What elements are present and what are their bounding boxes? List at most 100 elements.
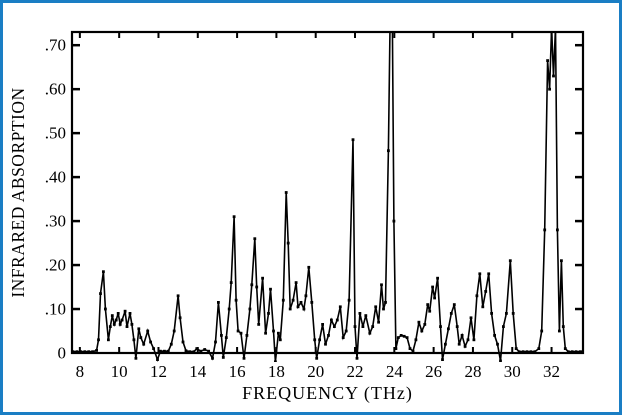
- data-point-marker: [248, 307, 252, 311]
- data-series: [72, 26, 583, 362]
- data-point-marker: [321, 323, 324, 326]
- data-point-marker: [392, 219, 396, 223]
- data-point-marker: [130, 323, 134, 326]
- data-point-marker: [288, 307, 292, 311]
- data-point-marker: [278, 338, 282, 342]
- data-point-marker: [335, 318, 339, 322]
- data-point-marker: [224, 336, 228, 339]
- data-point-marker: [543, 228, 547, 232]
- data-point-marker: [72, 350, 75, 354]
- data-point-marker: [472, 338, 476, 342]
- y-tick-label: .20: [45, 256, 66, 275]
- data-point-marker: [391, 26, 394, 29]
- data-point-marker: [426, 303, 430, 306]
- data-point-marker: [313, 338, 317, 342]
- data-point-marker: [184, 349, 188, 353]
- data-point-marker: [353, 325, 357, 328]
- x-tick-label: 16: [229, 362, 246, 381]
- data-point-marker: [475, 294, 479, 298]
- data-point-marker: [87, 350, 91, 354]
- plot-frame: [70, 30, 585, 355]
- data-point-marker: [195, 347, 199, 350]
- y-tick-label: .50: [45, 124, 66, 143]
- data-point-marker: [227, 307, 231, 311]
- data-point-marker: [560, 259, 563, 263]
- data-point-marker: [444, 342, 447, 346]
- data-point-marker: [525, 350, 529, 354]
- data-point-marker: [382, 307, 385, 311]
- data-point-marker: [234, 298, 238, 302]
- spectrum-line: [73, 31, 583, 362]
- data-point-marker: [499, 359, 502, 362]
- data-point-marker: [214, 340, 217, 344]
- data-point-marker: [192, 350, 196, 354]
- data-point-marker: [188, 350, 192, 354]
- data-point-marker: [91, 350, 94, 354]
- data-point-marker: [548, 87, 551, 91]
- data-point-marker: [411, 349, 415, 353]
- data-point-marker: [368, 331, 372, 335]
- data-point-marker: [457, 342, 461, 346]
- data-point-marker: [402, 334, 406, 338]
- data-point-marker: [347, 298, 351, 302]
- y-tick-label: 0: [58, 344, 67, 363]
- data-point-marker: [384, 301, 387, 304]
- data-point-marker: [264, 331, 267, 335]
- data-point-marker: [261, 276, 264, 280]
- data-point-marker: [102, 270, 105, 274]
- x-tick-label: 24: [386, 362, 404, 381]
- data-point-marker: [561, 325, 565, 328]
- data-point-marker: [554, 26, 557, 29]
- data-point-marker: [149, 340, 152, 344]
- data-point-marker: [436, 276, 439, 280]
- y-axis-ticks: [72, 43, 583, 311]
- data-point-marker: [166, 349, 170, 353]
- data-point-marker: [203, 348, 207, 351]
- data-point-marker: [239, 331, 243, 335]
- data-point-marker: [330, 318, 333, 322]
- data-point-marker: [110, 314, 114, 317]
- data-point-marker: [441, 358, 444, 361]
- data-point-marker: [333, 325, 336, 328]
- data-point-marker: [563, 347, 567, 350]
- data-point-marker: [364, 314, 368, 317]
- data-point-marker: [299, 301, 303, 304]
- data-point-marker: [517, 350, 521, 354]
- data-point-marker: [152, 347, 155, 350]
- data-point-marker: [118, 323, 122, 326]
- data-point-marker: [478, 272, 482, 276]
- x-axis-ticks: [78, 32, 553, 353]
- x-tick-label: 20: [307, 362, 324, 381]
- x-tick-label: 14: [189, 362, 207, 381]
- data-point-marker: [505, 312, 508, 315]
- data-point-marker: [296, 305, 300, 309]
- data-point-marker: [255, 285, 259, 289]
- data-point-marker: [156, 358, 159, 361]
- data-point-marker: [449, 312, 453, 315]
- data-point-marker: [414, 338, 418, 342]
- data-point-marker: [163, 349, 166, 353]
- data-point-marker: [104, 307, 107, 311]
- x-tick-label: 12: [150, 362, 167, 381]
- data-point-marker: [484, 290, 488, 293]
- data-point-marker: [521, 350, 525, 354]
- data-point-marker: [79, 350, 83, 354]
- y-tick-label: .60: [45, 80, 66, 99]
- data-point-marker: [408, 347, 412, 350]
- data-point-marker: [439, 325, 442, 328]
- data-point-marker: [570, 350, 574, 354]
- y-tick-label: .30: [45, 212, 66, 231]
- data-point-marker: [502, 325, 505, 328]
- data-point-marker: [232, 215, 236, 219]
- data-point-marker: [99, 292, 102, 295]
- data-point-marker: [269, 287, 272, 291]
- x-tick-label: 32: [543, 362, 560, 381]
- data-point-marker: [574, 350, 578, 354]
- data-point-marker: [355, 356, 359, 360]
- data-point-marker: [97, 338, 100, 342]
- data-point-marker: [315, 356, 319, 360]
- data-point-marker: [257, 323, 261, 326]
- data-point-marker: [107, 338, 110, 342]
- x-tick-label: 26: [425, 362, 442, 381]
